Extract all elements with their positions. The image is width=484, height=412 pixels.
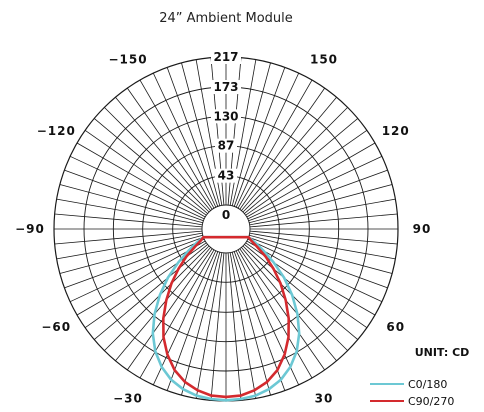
grid-spoke: [127, 249, 212, 370]
grid-spoke: [55, 231, 202, 244]
angle-tick-label: −60: [41, 320, 71, 334]
grid-spoke: [85, 130, 206, 215]
radial-tick-label: 173: [213, 80, 238, 94]
grid-spoke: [211, 253, 224, 400]
angle-tick-label: 30: [315, 392, 334, 406]
angle-tick-label: −30: [113, 392, 143, 406]
angle-tick-label: −150: [108, 52, 147, 66]
grid-spoke: [240, 249, 325, 370]
grid-spoke: [240, 88, 325, 209]
axis-labels: 0 43 87 130 173 217 −150 150 −120 120 −90 90 −60 60 −3…: [15, 50, 431, 406]
grid-spoke: [250, 214, 397, 227]
grid-spoke: [250, 231, 397, 244]
grid-spoke: [127, 88, 212, 209]
angle-tick-label: 90: [413, 222, 432, 236]
legend: C0/180 C90/270: [370, 378, 454, 408]
grid-spoke: [228, 253, 241, 400]
radial-tick-label: 0: [222, 208, 230, 222]
angle-tick-label: −120: [37, 124, 76, 138]
grid-spoke: [246, 130, 367, 215]
legend-label: C0/180: [408, 378, 447, 391]
angle-tick-label: −90: [15, 222, 45, 236]
legend-label: C90/270: [408, 395, 454, 408]
grid-spoke: [55, 214, 202, 227]
angle-tick-label: 150: [310, 52, 338, 66]
angle-tick-label: 120: [382, 124, 410, 138]
radial-tick-label: 130: [213, 109, 238, 123]
angle-tick-label: 60: [386, 320, 405, 334]
chart-title: 24” Ambient Module: [159, 11, 293, 26]
unit-label: UNIT: CD: [415, 346, 470, 359]
radial-tick-label: 43: [218, 169, 235, 183]
radial-tick-label: 87: [218, 139, 235, 153]
radial-tick-label: 217: [213, 50, 238, 64]
